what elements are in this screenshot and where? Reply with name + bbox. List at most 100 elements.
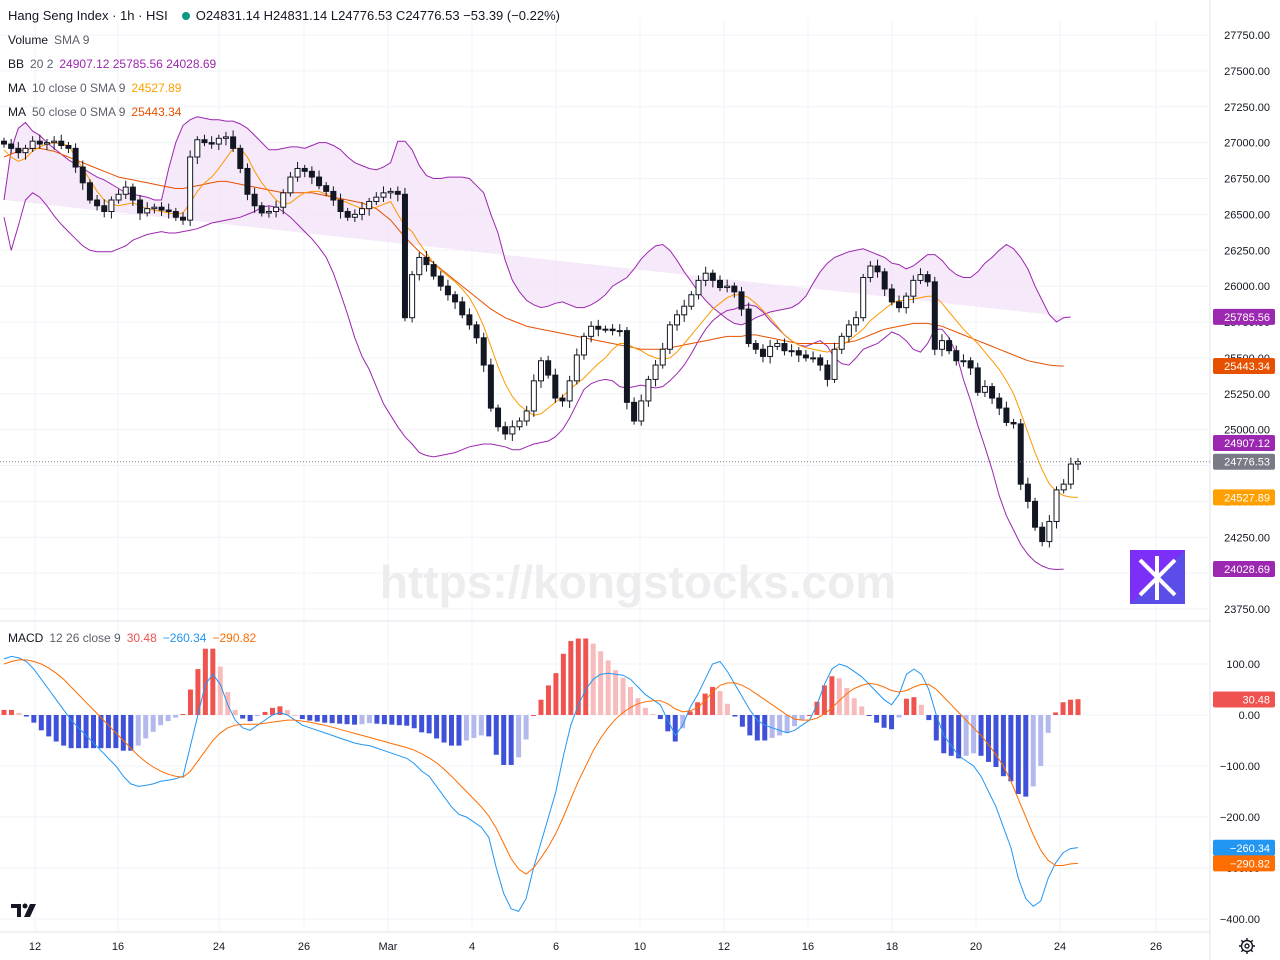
candle[interactable] [638, 394, 645, 426]
candle[interactable] [788, 344, 795, 357]
candle[interactable] [538, 357, 544, 388]
candle[interactable] [323, 182, 330, 197]
candle[interactable] [1003, 401, 1010, 427]
candle[interactable] [745, 302, 752, 348]
candle[interactable] [258, 202, 265, 217]
candle[interactable] [981, 380, 988, 398]
candle[interactable] [466, 308, 473, 330]
candle[interactable] [552, 368, 559, 403]
candle[interactable] [1046, 515, 1053, 548]
candle[interactable] [294, 161, 301, 182]
candle[interactable] [802, 349, 809, 362]
candle[interactable] [996, 393, 1003, 416]
candle[interactable] [172, 207, 179, 221]
candle[interactable] [51, 136, 58, 150]
macd-tag[interactable] [1213, 839, 1275, 856]
candle[interactable] [201, 134, 208, 147]
price-tag[interactable] [1213, 308, 1275, 325]
candle[interactable] [953, 345, 960, 366]
candle[interactable] [487, 358, 494, 412]
candle[interactable] [831, 342, 838, 383]
candle[interactable] [688, 291, 695, 310]
candle[interactable] [738, 286, 745, 317]
candle[interactable] [681, 299, 688, 322]
candle[interactable] [394, 186, 401, 202]
candle[interactable] [903, 292, 910, 314]
candle[interactable] [960, 354, 967, 367]
candle[interactable] [580, 332, 587, 360]
candle[interactable] [853, 311, 860, 332]
candle[interactable] [129, 183, 136, 206]
candle[interactable] [36, 134, 43, 149]
candle[interactable] [1024, 477, 1031, 509]
candle[interactable] [881, 268, 888, 297]
candle[interactable] [717, 275, 723, 292]
candle[interactable] [1067, 457, 1074, 489]
ma50-legend[interactable]: MA 50 close 0 SMA 9 25443.34 [8, 104, 187, 120]
macd-tag[interactable] [1213, 691, 1275, 708]
candle[interactable] [516, 417, 523, 431]
candle[interactable] [845, 319, 852, 343]
candle[interactable] [595, 319, 602, 337]
candle[interactable] [838, 332, 845, 355]
candle[interactable] [659, 342, 666, 369]
candle[interactable] [58, 134, 65, 150]
candle[interactable] [222, 131, 229, 146]
ma10-legend[interactable]: MA 10 close 0 SMA 9 24527.89 [8, 80, 187, 96]
candle[interactable] [101, 199, 108, 218]
candle[interactable] [588, 321, 595, 343]
candle[interactable] [731, 282, 738, 298]
candle[interactable] [287, 172, 294, 197]
candle[interactable] [237, 144, 244, 174]
candle[interactable] [165, 203, 172, 219]
candle[interactable] [301, 164, 308, 178]
candle[interactable] [817, 354, 824, 371]
candle[interactable] [380, 186, 387, 202]
candle[interactable] [473, 321, 480, 344]
candle[interactable] [1032, 497, 1039, 531]
candle[interactable] [1010, 418, 1017, 429]
candle[interactable] [330, 186, 337, 206]
candle[interactable] [158, 202, 165, 216]
macd-pane[interactable] [1, 638, 1081, 913]
candle[interactable] [860, 273, 867, 322]
candle[interactable] [180, 212, 186, 225]
candle[interactable] [609, 324, 616, 336]
candle[interactable] [566, 375, 573, 408]
candle[interactable] [359, 202, 365, 221]
candle[interactable] [616, 324, 623, 337]
candle[interactable] [938, 334, 945, 357]
candle[interactable] [1053, 486, 1060, 529]
candle[interactable] [946, 337, 953, 355]
candle[interactable] [43, 139, 50, 150]
candle[interactable] [874, 259, 881, 278]
candle[interactable] [65, 141, 72, 154]
candle[interactable] [931, 276, 938, 356]
price-tag[interactable] [1213, 434, 1275, 451]
candle[interactable] [917, 268, 924, 284]
candle[interactable] [151, 203, 158, 214]
candle[interactable] [573, 348, 580, 385]
price-tag[interactable] [1213, 561, 1275, 578]
symbol-title[interactable]: Hang Seng Index · 1h · HSI [8, 8, 168, 23]
macd-legend[interactable]: MACD 12 26 close 9 30.48 −260.34 −290.82 [8, 630, 262, 646]
candle[interactable] [409, 271, 416, 323]
candle[interactable] [1075, 458, 1081, 470]
price-pane[interactable] [0, 116, 1210, 571]
candle[interactable] [810, 351, 817, 363]
candle[interactable] [444, 279, 451, 301]
candle[interactable] [631, 397, 638, 425]
tradingview-logo-icon[interactable] [10, 900, 40, 920]
candle[interactable] [79, 160, 86, 190]
bb-legend[interactable]: BB 20 2 24907.12 25785.56 24028.69 [8, 56, 222, 72]
candle[interactable] [674, 309, 681, 331]
candle[interactable] [502, 421, 509, 440]
candle[interactable] [896, 295, 902, 313]
candle[interactable] [924, 271, 931, 287]
macd-tag[interactable] [1213, 855, 1275, 872]
candle[interactable] [767, 339, 774, 364]
candle[interactable] [974, 362, 981, 396]
price-tag[interactable] [1213, 453, 1275, 470]
candle[interactable] [15, 141, 22, 159]
candle[interactable] [480, 332, 487, 373]
